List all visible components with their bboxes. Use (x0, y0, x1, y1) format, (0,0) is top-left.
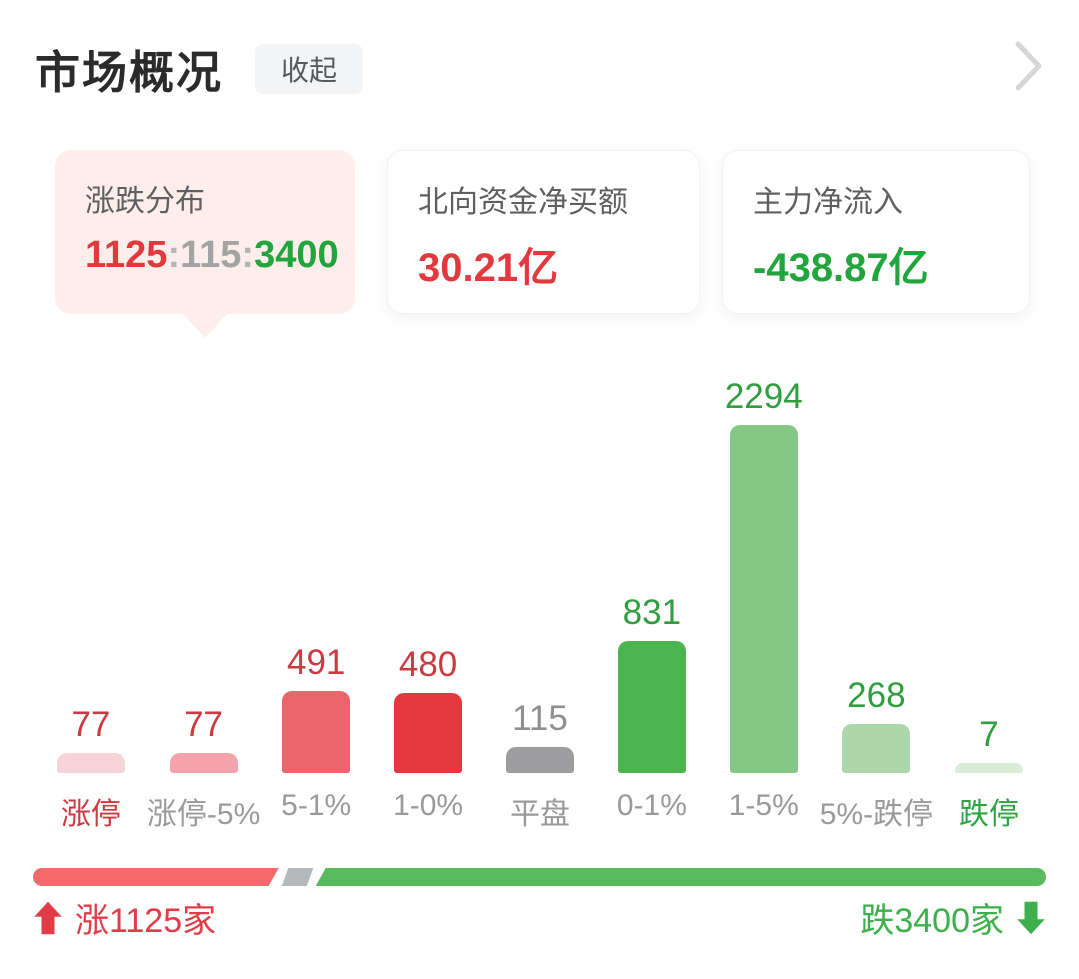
collapse-button-label: 收起 (281, 54, 338, 86)
bar-category-label: 平盘 (509, 798, 570, 831)
card-northbound[interactable]: 北向资金净买额 30.21亿 (387, 150, 700, 314)
bar-value: 77 (184, 705, 224, 744)
advancers-summary: 涨1125家 (33, 893, 216, 942)
chart-bar (282, 691, 351, 773)
chart-column: 115 平盘 (484, 345, 596, 831)
card-main-inflow[interactable]: 主力净流入 -438.87亿 (722, 150, 1030, 314)
card-northbound-title: 北向资金净买额 (418, 186, 628, 219)
down-count: 3400 (254, 234, 339, 276)
chart-column: 268 5%-跌停 (819, 345, 934, 831)
up-count: 1125 (85, 234, 168, 276)
separator: : (167, 234, 181, 276)
bar-category-label: 跌停 (959, 798, 1019, 831)
bar-value: 491 (286, 643, 346, 682)
card-northbound-value: 30.21亿 (418, 246, 559, 290)
bar-category-label: 涨停 (60, 798, 121, 831)
strength-bar (33, 868, 1046, 886)
chart-column: 77 涨停 (35, 345, 147, 831)
chart-bar (505, 747, 574, 773)
flat-count: 115 (180, 234, 242, 276)
up-arrow-icon (34, 901, 62, 934)
bar-value: 2294 (724, 377, 803, 416)
chart-bar (394, 693, 463, 773)
bar-value: 268 (847, 676, 906, 715)
strength-up-segment (33, 868, 279, 886)
chart-bar (617, 641, 686, 773)
bar-category-label: 1-0% (393, 789, 464, 822)
distribution-chart: 77 涨停 77 涨停-5% 491 5-1% 480 1-0% 115 平盘 831 0-1% 229… (35, 345, 1045, 831)
chart-bar (729, 425, 798, 773)
bar-value: 77 (71, 705, 111, 744)
bar-value: 7 (979, 715, 999, 754)
chart-bar (955, 763, 1023, 773)
header: 市场概况 收起 (35, 36, 1054, 101)
strength-flat-segment (281, 868, 314, 886)
bar-category-label: 0-1% (616, 789, 687, 822)
chart-column: 831 0-1% (596, 345, 708, 825)
bar-value: 480 (398, 645, 458, 684)
card-main-inflow-value: -438.87亿 (753, 246, 929, 290)
bar-category-label: 5%-跌停 (819, 798, 934, 831)
chart-column: 77 涨停-5% (146, 345, 261, 831)
bar-value: 831 (622, 593, 682, 632)
card-distribution-value: 1125:115:3400 (85, 234, 339, 277)
strength-labels: 涨1125家 跌3400家 (33, 893, 1046, 942)
separator: : (241, 234, 255, 276)
down-arrow-icon (1017, 901, 1045, 934)
chart-bar (56, 753, 125, 773)
card-distribution-title: 涨跌分布 (85, 185, 205, 218)
bar-category-label: 5-1% (281, 789, 352, 822)
page-title: 市场概况 (35, 47, 224, 98)
card-main-inflow-title: 主力净流入 (753, 186, 903, 219)
bar-value: 115 (512, 699, 568, 738)
chart-column: 7 跌停 (933, 345, 1045, 831)
advancers-label: 涨1125家 (75, 902, 217, 940)
collapse-button[interactable]: 收起 (255, 43, 364, 94)
card-distribution[interactable]: 涨跌分布 1125:115:3400 (55, 150, 355, 338)
selected-card-pointer (183, 314, 227, 338)
chart-bar (169, 753, 238, 773)
chart-column: 491 5-1% (260, 345, 372, 825)
chevron-right-icon[interactable] (1012, 38, 1046, 94)
strength-down-segment (315, 868, 1046, 886)
decliners-label: 跌3400家 (860, 902, 1004, 940)
chart-column: 2294 1-5% (708, 345, 820, 825)
bar-category-label: 1-5% (728, 789, 799, 822)
chart-bar (842, 724, 911, 773)
chart-column: 480 1-0% (372, 345, 484, 825)
bar-category-label: 涨停-5% (146, 798, 261, 831)
decliners-summary: 跌3400家 (860, 893, 1046, 942)
